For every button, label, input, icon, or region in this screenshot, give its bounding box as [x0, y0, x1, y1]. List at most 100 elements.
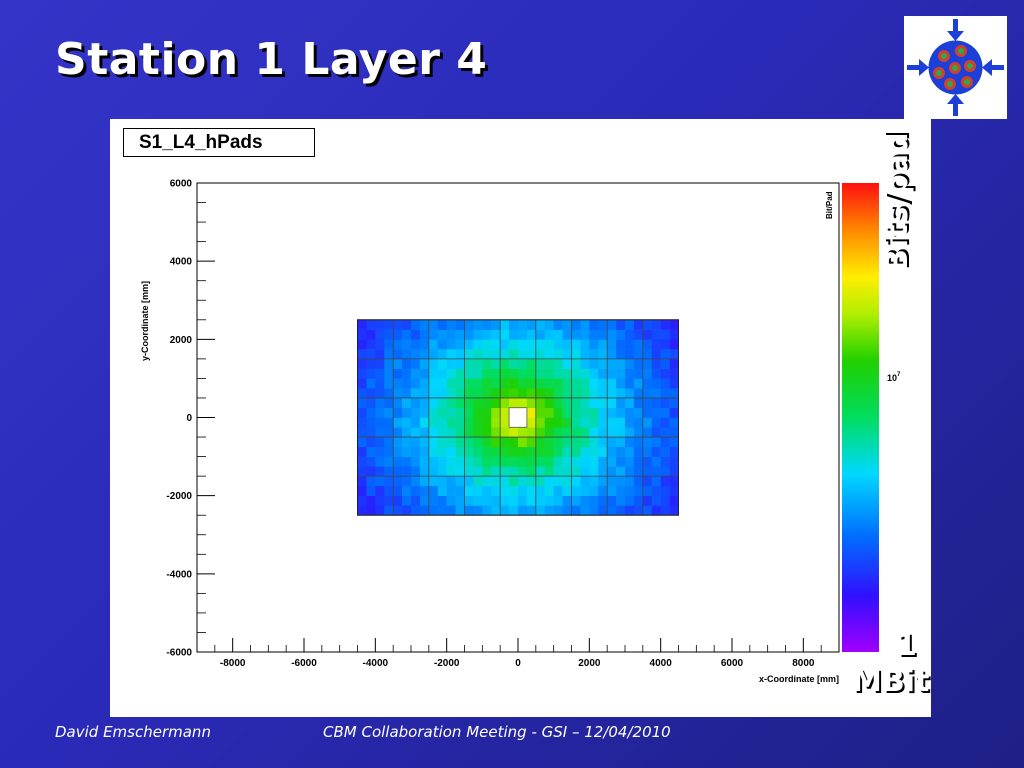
- heatmap-cell: [464, 446, 474, 457]
- heatmap-cell: [437, 329, 447, 340]
- heatmap-cell: [651, 388, 661, 399]
- heatmap-cell: [375, 427, 385, 438]
- heatmap-cell: [393, 485, 403, 496]
- heatmap-cell: [625, 388, 635, 399]
- x-tick-label: -8000: [220, 658, 246, 669]
- colorbar: [842, 183, 879, 652]
- heatmap-cell: [446, 319, 456, 330]
- heatmap-cell: [535, 495, 546, 506]
- heatmap-cell: [598, 446, 608, 457]
- heatmap-cell: [660, 339, 670, 350]
- heatmap-cell: [660, 495, 670, 506]
- heatmap-cell: [598, 378, 608, 389]
- heatmap-cell: [518, 466, 528, 477]
- heatmap-cell: [473, 495, 483, 506]
- heatmap-cell: [518, 397, 528, 409]
- heatmap-cell: [464, 407, 474, 418]
- heatmap-cell: [660, 329, 670, 340]
- heatmap-cell: [651, 437, 661, 448]
- heatmap-cell: [393, 339, 403, 350]
- heatmap-cell: [393, 427, 403, 438]
- heatmap-cell: [642, 505, 653, 516]
- heatmap-cell: [660, 427, 670, 438]
- heatmap-cell: [607, 319, 617, 330]
- heatmap-cell: [571, 427, 581, 438]
- heatmap-cell: [616, 397, 626, 409]
- cbm-detector-logo-icon: [904, 16, 1007, 119]
- heatmap-cell: [651, 466, 661, 477]
- heatmap-cell: [393, 319, 403, 330]
- heatmap-cell: [437, 446, 447, 457]
- heatmap-chart: -8000 -6000 -4000 -2000 0 2000 4000 6000 8000 600…: [140, 179, 901, 685]
- heatmap-cell: [535, 358, 546, 369]
- heatmap-cell: [553, 417, 563, 428]
- y-axis-label: y-Coordinate [mm]: [140, 281, 150, 361]
- heatmap-cell: [633, 446, 644, 457]
- heatmap-cell: [419, 329, 430, 340]
- heatmap-cell: [428, 349, 439, 360]
- colorbar-label: Bit/Pad: [825, 191, 834, 219]
- heatmap-cell: [633, 388, 644, 399]
- heatmap-cell: [366, 466, 376, 477]
- heatmap-cell: [633, 417, 644, 428]
- heatmap-cell: [473, 329, 483, 340]
- heatmap-cell: [553, 427, 563, 438]
- heatmap-cell: [411, 417, 421, 428]
- heatmap-cell: [384, 329, 394, 340]
- heatmap-cell: [544, 446, 554, 457]
- heatmap-cell: [544, 495, 554, 506]
- heatmap-cell: [660, 437, 670, 448]
- heatmap-cell: [357, 446, 367, 457]
- heatmap-cell: [384, 466, 394, 477]
- heatmap-cell: [384, 407, 394, 418]
- heatmap-cell: [526, 417, 537, 428]
- heatmap-cell: [375, 446, 385, 457]
- heatmap-cell: [589, 368, 599, 379]
- heatmap-cell: [419, 476, 430, 487]
- heatmap-cell: [651, 476, 661, 487]
- heatmap-cell: [526, 358, 537, 369]
- heatmap-cell: [491, 319, 501, 330]
- heatmap-cell: [357, 437, 367, 448]
- heatmap-cell: [607, 358, 617, 369]
- heatmap-cell: [642, 368, 653, 379]
- y-tick-label: -6000: [166, 648, 192, 659]
- heatmap-cell: [642, 388, 653, 399]
- heatmap-cell: [625, 349, 635, 360]
- heatmap-cell: [464, 349, 474, 360]
- heatmap-cell: [562, 349, 572, 360]
- heatmap-cell: [357, 476, 367, 487]
- heatmap-cell: [607, 368, 617, 379]
- heatmap-cell: [402, 349, 412, 360]
- heatmap-cell: [642, 417, 653, 428]
- heatmap-cell: [419, 495, 430, 506]
- heatmap-cell: [607, 378, 617, 389]
- heatmap-cell: [393, 388, 403, 399]
- heatmap-cell: [437, 319, 447, 330]
- heatmap-cell: [580, 427, 590, 438]
- heatmap-cell: [598, 456, 608, 467]
- heatmap-cell: [553, 378, 563, 389]
- heatmap-cell: [518, 388, 528, 399]
- heatmap-cell: [464, 339, 474, 350]
- heatmap-cell: [589, 397, 599, 409]
- heatmap-cell: [562, 329, 572, 340]
- heatmap-cell: [553, 349, 563, 360]
- heatmap-cell: [482, 378, 492, 389]
- x-tick-label: 6000: [721, 658, 744, 669]
- heatmap-cell: [500, 358, 510, 369]
- heatmap-cell: [482, 466, 492, 477]
- heatmap-cell: [357, 388, 367, 399]
- heatmap-cell: [651, 397, 661, 409]
- heatmap-cell: [464, 466, 474, 477]
- heatmap-cell: [625, 417, 635, 428]
- heatmap-cell: [553, 319, 563, 330]
- x-tick-label: 0: [515, 658, 521, 669]
- heatmap-cell: [553, 397, 563, 409]
- heatmap-cell: [393, 456, 403, 467]
- heatmap-cell: [544, 349, 554, 360]
- heatmap-cell: [651, 378, 661, 389]
- heatmap-cell: [669, 505, 679, 516]
- heatmap-cell: [535, 397, 546, 409]
- x-tick-label: 4000: [650, 658, 673, 669]
